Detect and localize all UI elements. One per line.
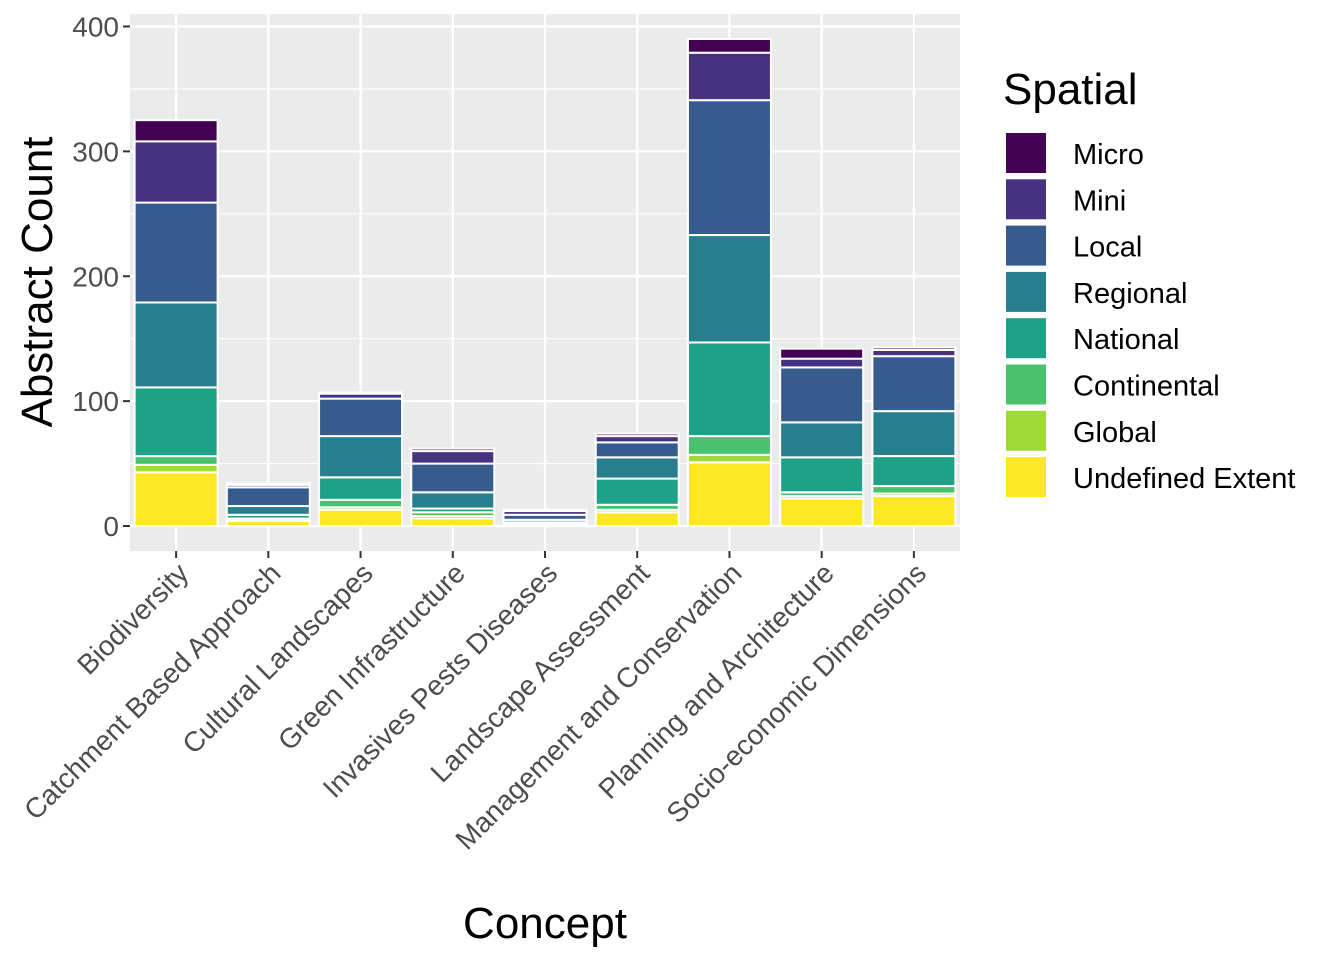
bar-segment-micro (502, 508, 588, 513)
bar-segment-national (871, 455, 957, 488)
bar-segment-mini (133, 140, 219, 204)
legend: Spatial Micro Mini Local Regional National Co… (1003, 65, 1295, 498)
bar-segment-regional (318, 435, 404, 479)
legend-item-undefined-extent: Undefined Extent (1006, 457, 1295, 498)
bar-segment-undefined-extent (594, 511, 680, 528)
bar-segment-mini (779, 357, 865, 369)
y-tick-label: 0 (103, 511, 119, 542)
bar-segment-micro (133, 119, 219, 143)
bar-segment-national (594, 477, 680, 506)
bar-segment-regional (410, 491, 496, 510)
bar-segment-local (594, 441, 680, 459)
bar-segment-continental (686, 435, 772, 456)
bar-segment-local (410, 462, 496, 494)
bar-segment-national (686, 341, 772, 438)
bar-segment-undefined-extent (133, 471, 219, 528)
y-tick-label: 200 (72, 261, 119, 292)
y-tick-label: 100 (72, 386, 119, 417)
legend-label: Mini (1073, 185, 1126, 217)
legend-label: Continental (1073, 371, 1220, 403)
bar-segment-local (686, 99, 772, 237)
legend-swatch (1006, 225, 1046, 266)
bar-segment-local (779, 366, 865, 424)
bar-segment-regional (225, 505, 311, 516)
legend-label: National (1073, 324, 1179, 356)
legend-swatch (1006, 179, 1046, 220)
bar-stack-biodiversity (133, 119, 219, 528)
legend-item-micro: Micro (1006, 133, 1144, 173)
bar-segment-undefined-extent (318, 508, 404, 528)
bar-segment-global (133, 463, 219, 474)
legend-title: Spatial (1003, 65, 1138, 114)
legend-swatch (1006, 318, 1046, 359)
bar-segment-mini (410, 450, 496, 465)
y-axis: 0 100 200 300 400 (72, 11, 130, 542)
bar-segment-undefined-extent (779, 497, 865, 528)
bar-segment-regional (871, 410, 957, 458)
bar-stack-landscape-assessment (594, 432, 680, 528)
legend-item-global: Global (1006, 410, 1157, 451)
bar-segment-micro (318, 391, 404, 395)
bar-stack-socio-economic-dimensions (871, 346, 957, 528)
bar-segment-micro (594, 432, 680, 438)
legend-label: Undefined Extent (1073, 463, 1295, 495)
bar-segment-national (133, 386, 219, 458)
legend-item-continental: Continental (1006, 364, 1220, 405)
bar-stack-catchment-based-approach (225, 482, 311, 528)
legend-swatch (1006, 271, 1046, 312)
bar-segment-mini (686, 51, 772, 102)
bar-segment-undefined-extent (871, 495, 957, 528)
bar-segment-micro (779, 347, 865, 360)
bar-segment-local (871, 355, 957, 413)
x-axis-title: Concept (463, 899, 627, 948)
bar-segment-micro (410, 447, 496, 453)
bar-segment-continental (133, 455, 219, 466)
bar-stack-green-infrastructure (410, 447, 496, 528)
bar-stack-planning-and-architecture (779, 347, 865, 528)
legend-item-mini: Mini (1006, 179, 1126, 220)
legend-label: Regional (1073, 278, 1187, 310)
bar-segment-regional (779, 421, 865, 459)
bars (133, 37, 957, 528)
bar-segment-local (133, 201, 219, 304)
bar-segment-local (318, 397, 404, 438)
legend-label: Micro (1073, 139, 1144, 171)
bar-segment-national (318, 476, 404, 501)
legend-item-regional: Regional (1006, 271, 1187, 312)
bar-segment-micro (225, 482, 311, 486)
bar-segment-global (686, 453, 772, 464)
bar-segment-regional (686, 234, 772, 344)
bar-stack-invasives-pests-diseases (502, 508, 588, 528)
bar-segment-regional (133, 301, 219, 389)
bar-segment-micro (871, 346, 957, 351)
bar-segment-micro (686, 37, 772, 54)
bar-segment-national (779, 456, 865, 494)
legend-label: Local (1073, 232, 1142, 264)
bar-segment-continental (318, 498, 404, 509)
y-axis-title: Abstract Count (13, 136, 62, 427)
bar-segment-local (225, 486, 311, 508)
legend-swatch (1006, 457, 1046, 498)
bar-segment-undefined-extent (686, 461, 772, 528)
legend-swatch (1006, 133, 1046, 173)
legend-swatch (1006, 364, 1046, 405)
bar-segment-undefined-extent (410, 517, 496, 528)
bar-stack-cultural-landscapes (318, 391, 404, 528)
y-tick-label: 300 (72, 136, 119, 167)
bar-segment-continental (871, 485, 957, 495)
bar-stack-management-and-conservation (686, 37, 772, 528)
legend-item-national: National (1006, 318, 1179, 359)
y-tick-label: 400 (72, 11, 119, 42)
legend-swatch (1006, 410, 1046, 451)
bar-segment-regional (594, 456, 680, 480)
legend-label: Global (1073, 417, 1157, 449)
legend-item-local: Local (1006, 225, 1142, 266)
